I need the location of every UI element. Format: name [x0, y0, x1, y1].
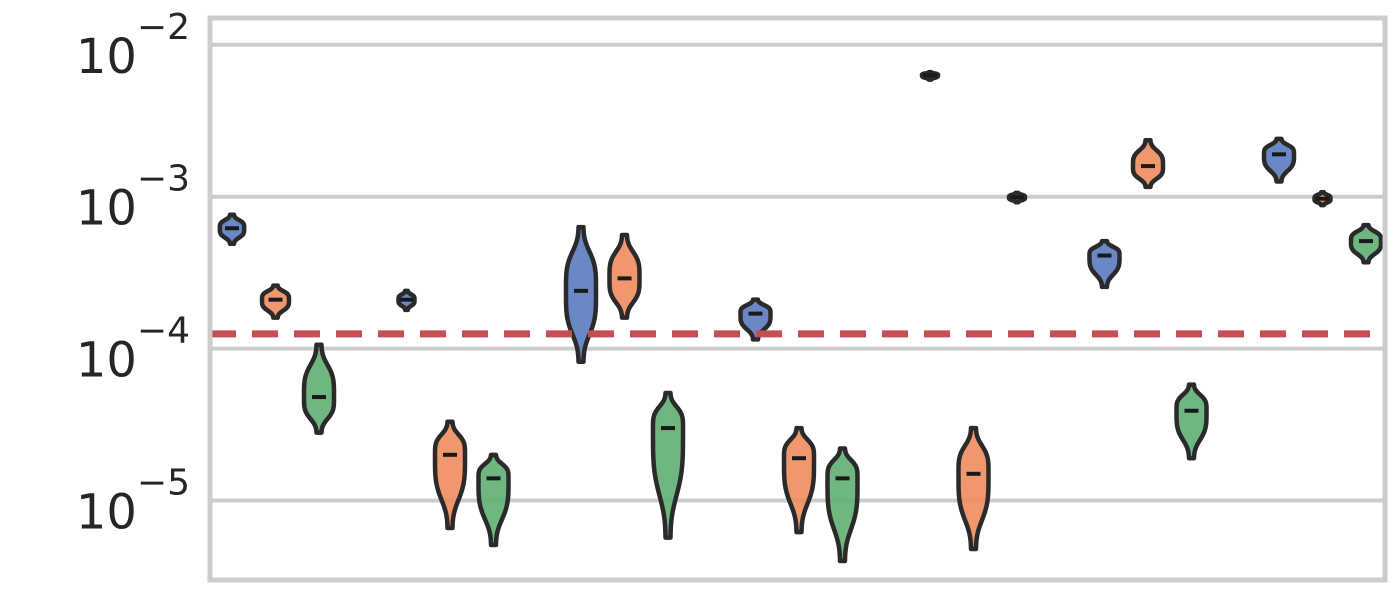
violin-mark: [650, 390, 686, 540]
violin-mark: [1174, 382, 1209, 461]
y-tick-label: 10−4: [76, 311, 190, 389]
violin-mark: [432, 419, 468, 531]
y-tick-label: 10−5: [76, 463, 190, 541]
y-tick-labels: 10−2 10−3 10−4 10−5: [76, 7, 190, 541]
violin-mark: [956, 425, 991, 552]
violin-mark: [476, 452, 511, 548]
violin-mark: [1130, 138, 1166, 190]
violin-mark: [563, 224, 599, 364]
violin-mark: [1348, 222, 1384, 265]
violin-mark: [301, 342, 337, 435]
violin-mark: [607, 232, 642, 320]
violin-mark: [1261, 136, 1297, 184]
y-tick-label: 10−3: [76, 159, 190, 237]
violin-mark: [825, 446, 860, 564]
violin-mark: [781, 425, 817, 535]
violins: [217, 69, 1384, 564]
violin-mark: [738, 297, 773, 342]
plot-frame: [207, 15, 1388, 583]
violin-mark: [1087, 238, 1122, 290]
y-tick-label: 10−2: [76, 7, 190, 85]
